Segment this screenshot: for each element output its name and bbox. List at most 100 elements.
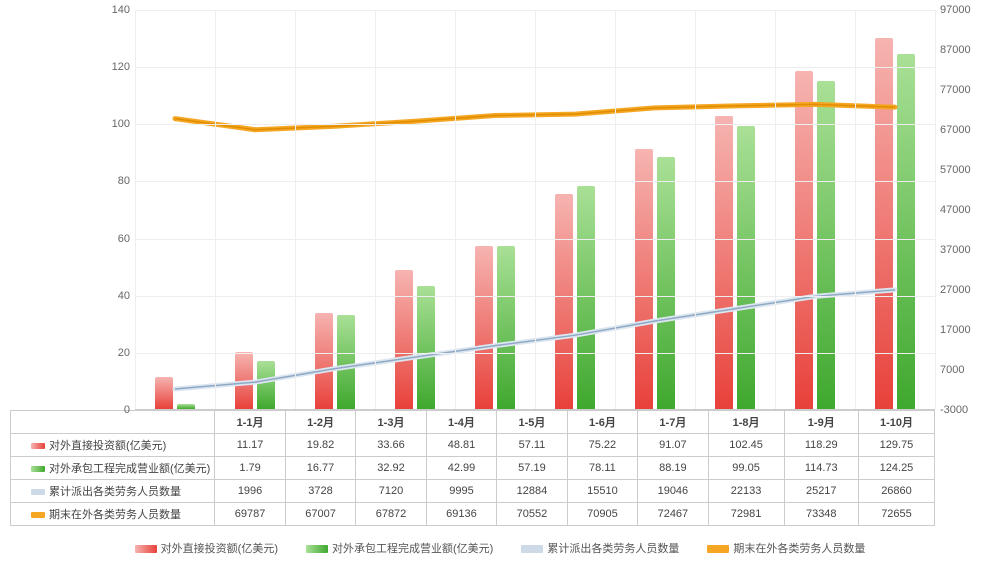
bar-red — [795, 71, 813, 409]
bar-red — [715, 116, 733, 409]
legend: 对外直接投资额(亿美元)对外承包工程完成营业额(亿美元)累计派出各类劳务人员数量… — [10, 540, 990, 556]
swatch-green — [31, 466, 45, 472]
table-cell: 25217 — [784, 480, 858, 503]
table-cell: 102.45 — [708, 434, 784, 457]
table-col-header: 1-1月 — [215, 411, 285, 434]
x-gridline — [295, 10, 296, 409]
y-right-label: -3000 — [940, 404, 980, 416]
table-corner — [11, 411, 215, 434]
x-gridline — [695, 10, 696, 409]
bar-red — [235, 352, 253, 409]
y-right-label: 47000 — [940, 204, 980, 216]
table-cell: 32.92 — [356, 457, 426, 480]
x-gridline — [455, 10, 456, 409]
table-cell: 75.22 — [567, 434, 637, 457]
bar-green — [417, 286, 435, 409]
x-gridline — [775, 10, 776, 409]
table-cell: 9995 — [426, 480, 496, 503]
table-cell: 70905 — [567, 503, 637, 526]
table-cell: 11.17 — [215, 434, 285, 457]
table-cell: 67872 — [356, 503, 426, 526]
y-left-label: 20 — [105, 347, 130, 359]
table-cell: 16.77 — [285, 457, 355, 480]
table-cell: 1.79 — [215, 457, 285, 480]
y-left-label: 40 — [105, 290, 130, 302]
table-cell: 42.99 — [426, 457, 496, 480]
y-left-label: 140 — [105, 4, 130, 16]
legend-item-red: 对外直接投资额(亿美元) — [135, 540, 278, 556]
x-gridline — [375, 10, 376, 409]
table-row: 对外承包工程完成营业额(亿美元)1.7916.7732.9242.9957.19… — [11, 457, 935, 480]
bar-green — [257, 361, 275, 409]
bar-red — [635, 149, 653, 409]
bar-red — [475, 246, 493, 409]
plot-area: 020406080100120140-300070001700027000370… — [135, 10, 935, 410]
table-cell: 91.07 — [638, 434, 708, 457]
table-cell: 72655 — [858, 503, 934, 526]
table-row: 对外直接投资额(亿美元)11.1719.8233.6648.8157.1175.… — [11, 434, 935, 457]
table-row-header: 累计派出各类劳务人员数量 — [11, 480, 215, 503]
table-cell: 12884 — [497, 480, 567, 503]
table-col-header: 1-2月 — [285, 411, 355, 434]
bar-green — [737, 126, 755, 409]
y-left-label: 100 — [105, 118, 130, 130]
table-col-header: 1-9月 — [784, 411, 858, 434]
table-cell: 69136 — [426, 503, 496, 526]
table-cell: 3728 — [285, 480, 355, 503]
table-cell: 26860 — [858, 480, 934, 503]
table-cell: 67007 — [285, 503, 355, 526]
chart-container: 020406080100120140-300070001700027000370… — [10, 10, 990, 556]
table-cell: 19046 — [638, 480, 708, 503]
table-cell: 99.05 — [708, 457, 784, 480]
table-col-header: 1-10月 — [858, 411, 934, 434]
data-table: 1-1月1-2月1-3月1-4月1-5月1-6月1-7月1-8月1-9月1-10… — [10, 410, 935, 526]
y-left-label: 80 — [105, 175, 130, 187]
table-cell: 114.73 — [784, 457, 858, 480]
table-cell: 22133 — [708, 480, 784, 503]
legend-label: 对外直接投资额(亿美元) — [161, 543, 278, 555]
table-cell: 78.11 — [567, 457, 637, 480]
table-cell: 57.19 — [497, 457, 567, 480]
table-cell: 73348 — [784, 503, 858, 526]
table-col-header: 1-7月 — [638, 411, 708, 434]
table-col-header: 1-6月 — [567, 411, 637, 434]
table-cell: 70552 — [497, 503, 567, 526]
bar-red — [155, 377, 173, 409]
swatch-orange — [31, 512, 45, 518]
bar-red — [555, 194, 573, 409]
y-right-label: 37000 — [940, 244, 980, 256]
table-cell: 118.29 — [784, 434, 858, 457]
table-row-header: 期末在外各类劳务人员数量 — [11, 503, 215, 526]
table-cell: 57.11 — [497, 434, 567, 457]
x-gridline — [135, 10, 136, 409]
table-cell: 72981 — [708, 503, 784, 526]
bar-red — [395, 270, 413, 409]
swatch-white — [31, 489, 45, 495]
swatch-red — [31, 443, 45, 449]
y-left-label: 60 — [105, 233, 130, 245]
table-cell: 1996 — [215, 480, 285, 503]
legend-label: 期末在外各类劳务人员数量 — [733, 543, 865, 555]
legend-swatch-white — [521, 545, 543, 553]
y-right-label: 7000 — [940, 364, 980, 376]
legend-swatch-red — [135, 545, 157, 553]
y-right-label: 87000 — [940, 44, 980, 56]
table-row-header: 对外直接投资额(亿美元) — [11, 434, 215, 457]
x-gridline — [855, 10, 856, 409]
table-row: 期末在外各类劳务人员数量6978767007678726913670552709… — [11, 503, 935, 526]
legend-item-orange: 期末在外各类劳务人员数量 — [707, 540, 865, 556]
table-cell: 33.66 — [356, 434, 426, 457]
y-right-label: 67000 — [940, 124, 980, 136]
table-col-header: 1-5月 — [497, 411, 567, 434]
y-right-label: 27000 — [940, 284, 980, 296]
bar-green — [337, 315, 355, 409]
bar-green — [577, 186, 595, 409]
table-row-header: 对外承包工程完成营业额(亿美元) — [11, 457, 215, 480]
x-gridline — [535, 10, 536, 409]
y-right-label: 57000 — [940, 164, 980, 176]
table-cell: 88.19 — [638, 457, 708, 480]
x-gridline — [215, 10, 216, 409]
legend-label: 对外承包工程完成营业额(亿美元) — [332, 543, 493, 555]
table-header-row: 1-1月1-2月1-3月1-4月1-5月1-6月1-7月1-8月1-9月1-10… — [11, 411, 935, 434]
table-cell: 124.25 — [858, 457, 934, 480]
